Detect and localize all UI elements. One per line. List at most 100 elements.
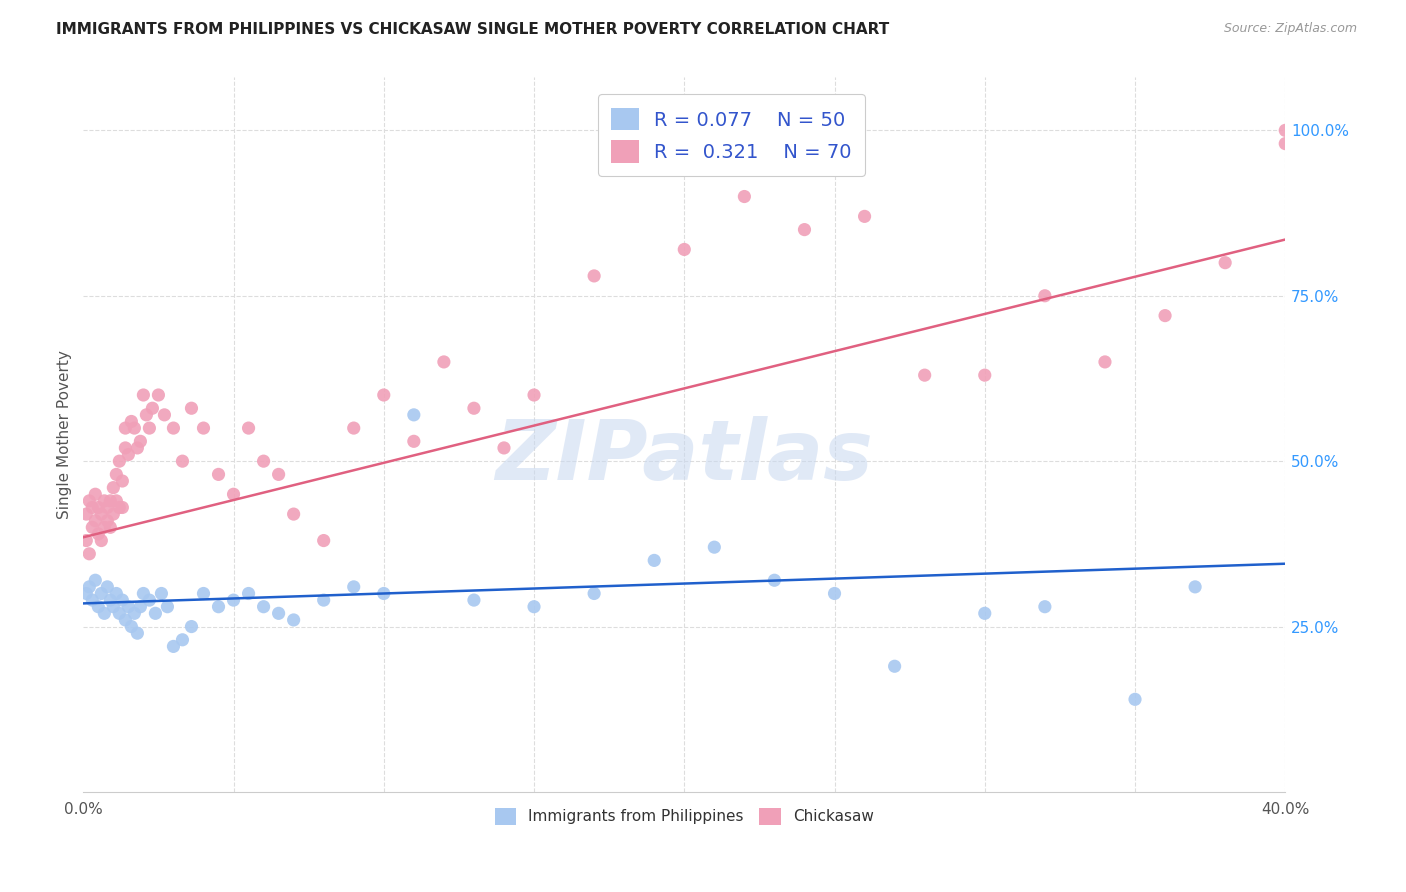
Point — [79, 494, 101, 508]
Point — [148, 388, 170, 402]
Point — [463, 593, 485, 607]
Point — [90, 586, 112, 600]
Point — [180, 401, 202, 416]
Point — [763, 574, 786, 588]
Text: Source: ZipAtlas.com: Source: ZipAtlas.com — [1223, 22, 1357, 36]
Text: IMMIGRANTS FROM PHILIPPINES VS CHICKASAW SINGLE MOTHER POVERTY CORRELATION CHART: IMMIGRANTS FROM PHILIPPINES VS CHICKASAW… — [56, 22, 890, 37]
Point — [343, 421, 366, 435]
Point — [162, 640, 184, 654]
Point — [267, 607, 290, 621]
Point — [75, 507, 97, 521]
Point — [127, 626, 149, 640]
Point — [98, 593, 121, 607]
Point — [793, 222, 815, 236]
Point — [267, 467, 290, 482]
Point — [108, 500, 131, 515]
Point — [124, 421, 146, 435]
Point — [703, 540, 725, 554]
Point — [132, 388, 155, 402]
Point — [172, 632, 194, 647]
Point — [973, 368, 995, 383]
Point — [1274, 123, 1296, 137]
Point — [172, 454, 194, 468]
Point — [98, 520, 121, 534]
Point — [523, 599, 546, 614]
Point — [90, 507, 112, 521]
Point — [82, 500, 104, 515]
Point — [643, 553, 665, 567]
Point — [90, 533, 112, 548]
Point — [103, 481, 125, 495]
Point — [129, 599, 152, 614]
Point — [1154, 309, 1177, 323]
Point — [402, 408, 425, 422]
Point — [84, 514, 107, 528]
Point — [1033, 599, 1056, 614]
Point — [973, 607, 995, 621]
Point — [193, 421, 215, 435]
Point — [373, 586, 395, 600]
Point — [93, 494, 115, 508]
Point — [93, 607, 115, 621]
Point — [523, 388, 546, 402]
Point — [238, 586, 260, 600]
Point — [132, 586, 155, 600]
Point — [120, 414, 142, 428]
Point — [120, 619, 142, 633]
Point — [114, 441, 136, 455]
Point — [492, 441, 515, 455]
Point — [1184, 580, 1206, 594]
Point — [135, 408, 157, 422]
Point — [75, 586, 97, 600]
Point — [156, 599, 179, 614]
Point — [96, 580, 118, 594]
Point — [153, 408, 176, 422]
Point — [1274, 136, 1296, 151]
Point — [252, 454, 274, 468]
Point — [93, 520, 115, 534]
Point — [79, 580, 101, 594]
Point — [87, 500, 110, 515]
Point — [108, 607, 131, 621]
Legend: Immigrants from Philippines, Chickasaw: Immigrants from Philippines, Chickasaw — [485, 798, 883, 834]
Point — [193, 586, 215, 600]
Point — [673, 243, 696, 257]
Point — [853, 210, 876, 224]
Point — [463, 401, 485, 416]
Point — [79, 547, 101, 561]
Point — [733, 189, 755, 203]
Point — [105, 494, 128, 508]
Point — [207, 599, 229, 614]
Point — [98, 494, 121, 508]
Point — [283, 613, 305, 627]
Point — [162, 421, 184, 435]
Point — [103, 507, 125, 521]
Point — [105, 467, 128, 482]
Point — [129, 434, 152, 449]
Point — [207, 467, 229, 482]
Point — [114, 613, 136, 627]
Text: ZIPatlas: ZIPatlas — [495, 416, 873, 497]
Point — [433, 355, 456, 369]
Point — [111, 474, 134, 488]
Point — [111, 593, 134, 607]
Point — [824, 586, 846, 600]
Point — [96, 500, 118, 515]
Point — [84, 574, 107, 588]
Point — [252, 599, 274, 614]
Point — [117, 599, 139, 614]
Point — [373, 388, 395, 402]
Point — [145, 607, 167, 621]
Point — [124, 607, 146, 621]
Point — [150, 586, 173, 600]
Point — [1033, 289, 1056, 303]
Point — [583, 268, 606, 283]
Point — [238, 421, 260, 435]
Point — [1094, 355, 1116, 369]
Point — [222, 487, 245, 501]
Point — [583, 586, 606, 600]
Point — [222, 593, 245, 607]
Point — [141, 401, 163, 416]
Point — [402, 434, 425, 449]
Point — [138, 593, 160, 607]
